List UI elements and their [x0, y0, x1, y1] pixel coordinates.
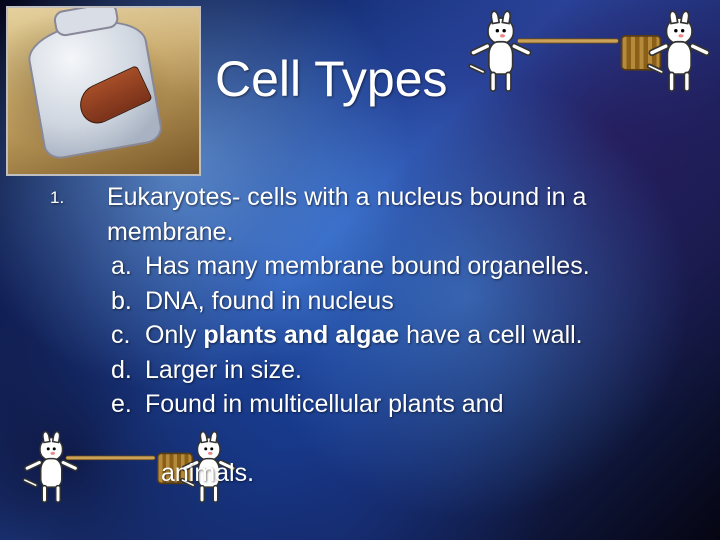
- subitem-e-cont: animals.: [107, 425, 697, 491]
- subitem-a: a.Has many membrane bound organelles.: [107, 252, 590, 280]
- subitem-e: e.Found in multicellular plants and: [107, 390, 504, 418]
- subitem-text: Larger in size.: [145, 356, 302, 384]
- subitem-text: DNA, found in nucleus: [145, 287, 394, 315]
- cartoon-character: [480, 17, 523, 98]
- cartoon-character: [658, 17, 701, 98]
- subitem-c-pre: Only: [145, 321, 203, 349]
- slide-title: Cell Types: [215, 50, 448, 108]
- subitem-c: c.Only plants and algae have a cell wall…: [107, 321, 583, 349]
- carry-bar: [517, 38, 619, 43]
- subitem-text: Found in multicellular plants and: [145, 390, 504, 418]
- subitem-text: Has many membrane bound organelles.: [145, 252, 590, 280]
- subitem-label: a.: [111, 249, 145, 284]
- item-main-text: Eukaryotes- cells with a nucleus bound i…: [107, 183, 586, 246]
- subitem-label: d.: [111, 353, 145, 388]
- subitem-b: b.DNA, found in nucleus: [107, 287, 394, 315]
- subitem-label: e.: [111, 387, 145, 422]
- content-list: 1. Eukaryotes- cells with a nucleus boun…: [50, 180, 700, 491]
- list-body: Eukaryotes- cells with a nucleus bound i…: [107, 180, 697, 491]
- subitem-label: b.: [111, 284, 145, 319]
- subitem-c-bold: plants and algae: [203, 321, 399, 349]
- subitem-d: d.Larger in size.: [107, 356, 302, 384]
- subitem-c-post: have a cell wall.: [399, 321, 582, 349]
- clipart-image: [6, 6, 201, 176]
- subitem-text: Only plants and algae have a cell wall.: [145, 321, 583, 349]
- subitem-label: c.: [111, 318, 145, 353]
- list-number: 1.: [50, 180, 100, 209]
- subitem-text-cont: animals.: [107, 456, 697, 491]
- cartoon-group-top-right: [485, 17, 696, 98]
